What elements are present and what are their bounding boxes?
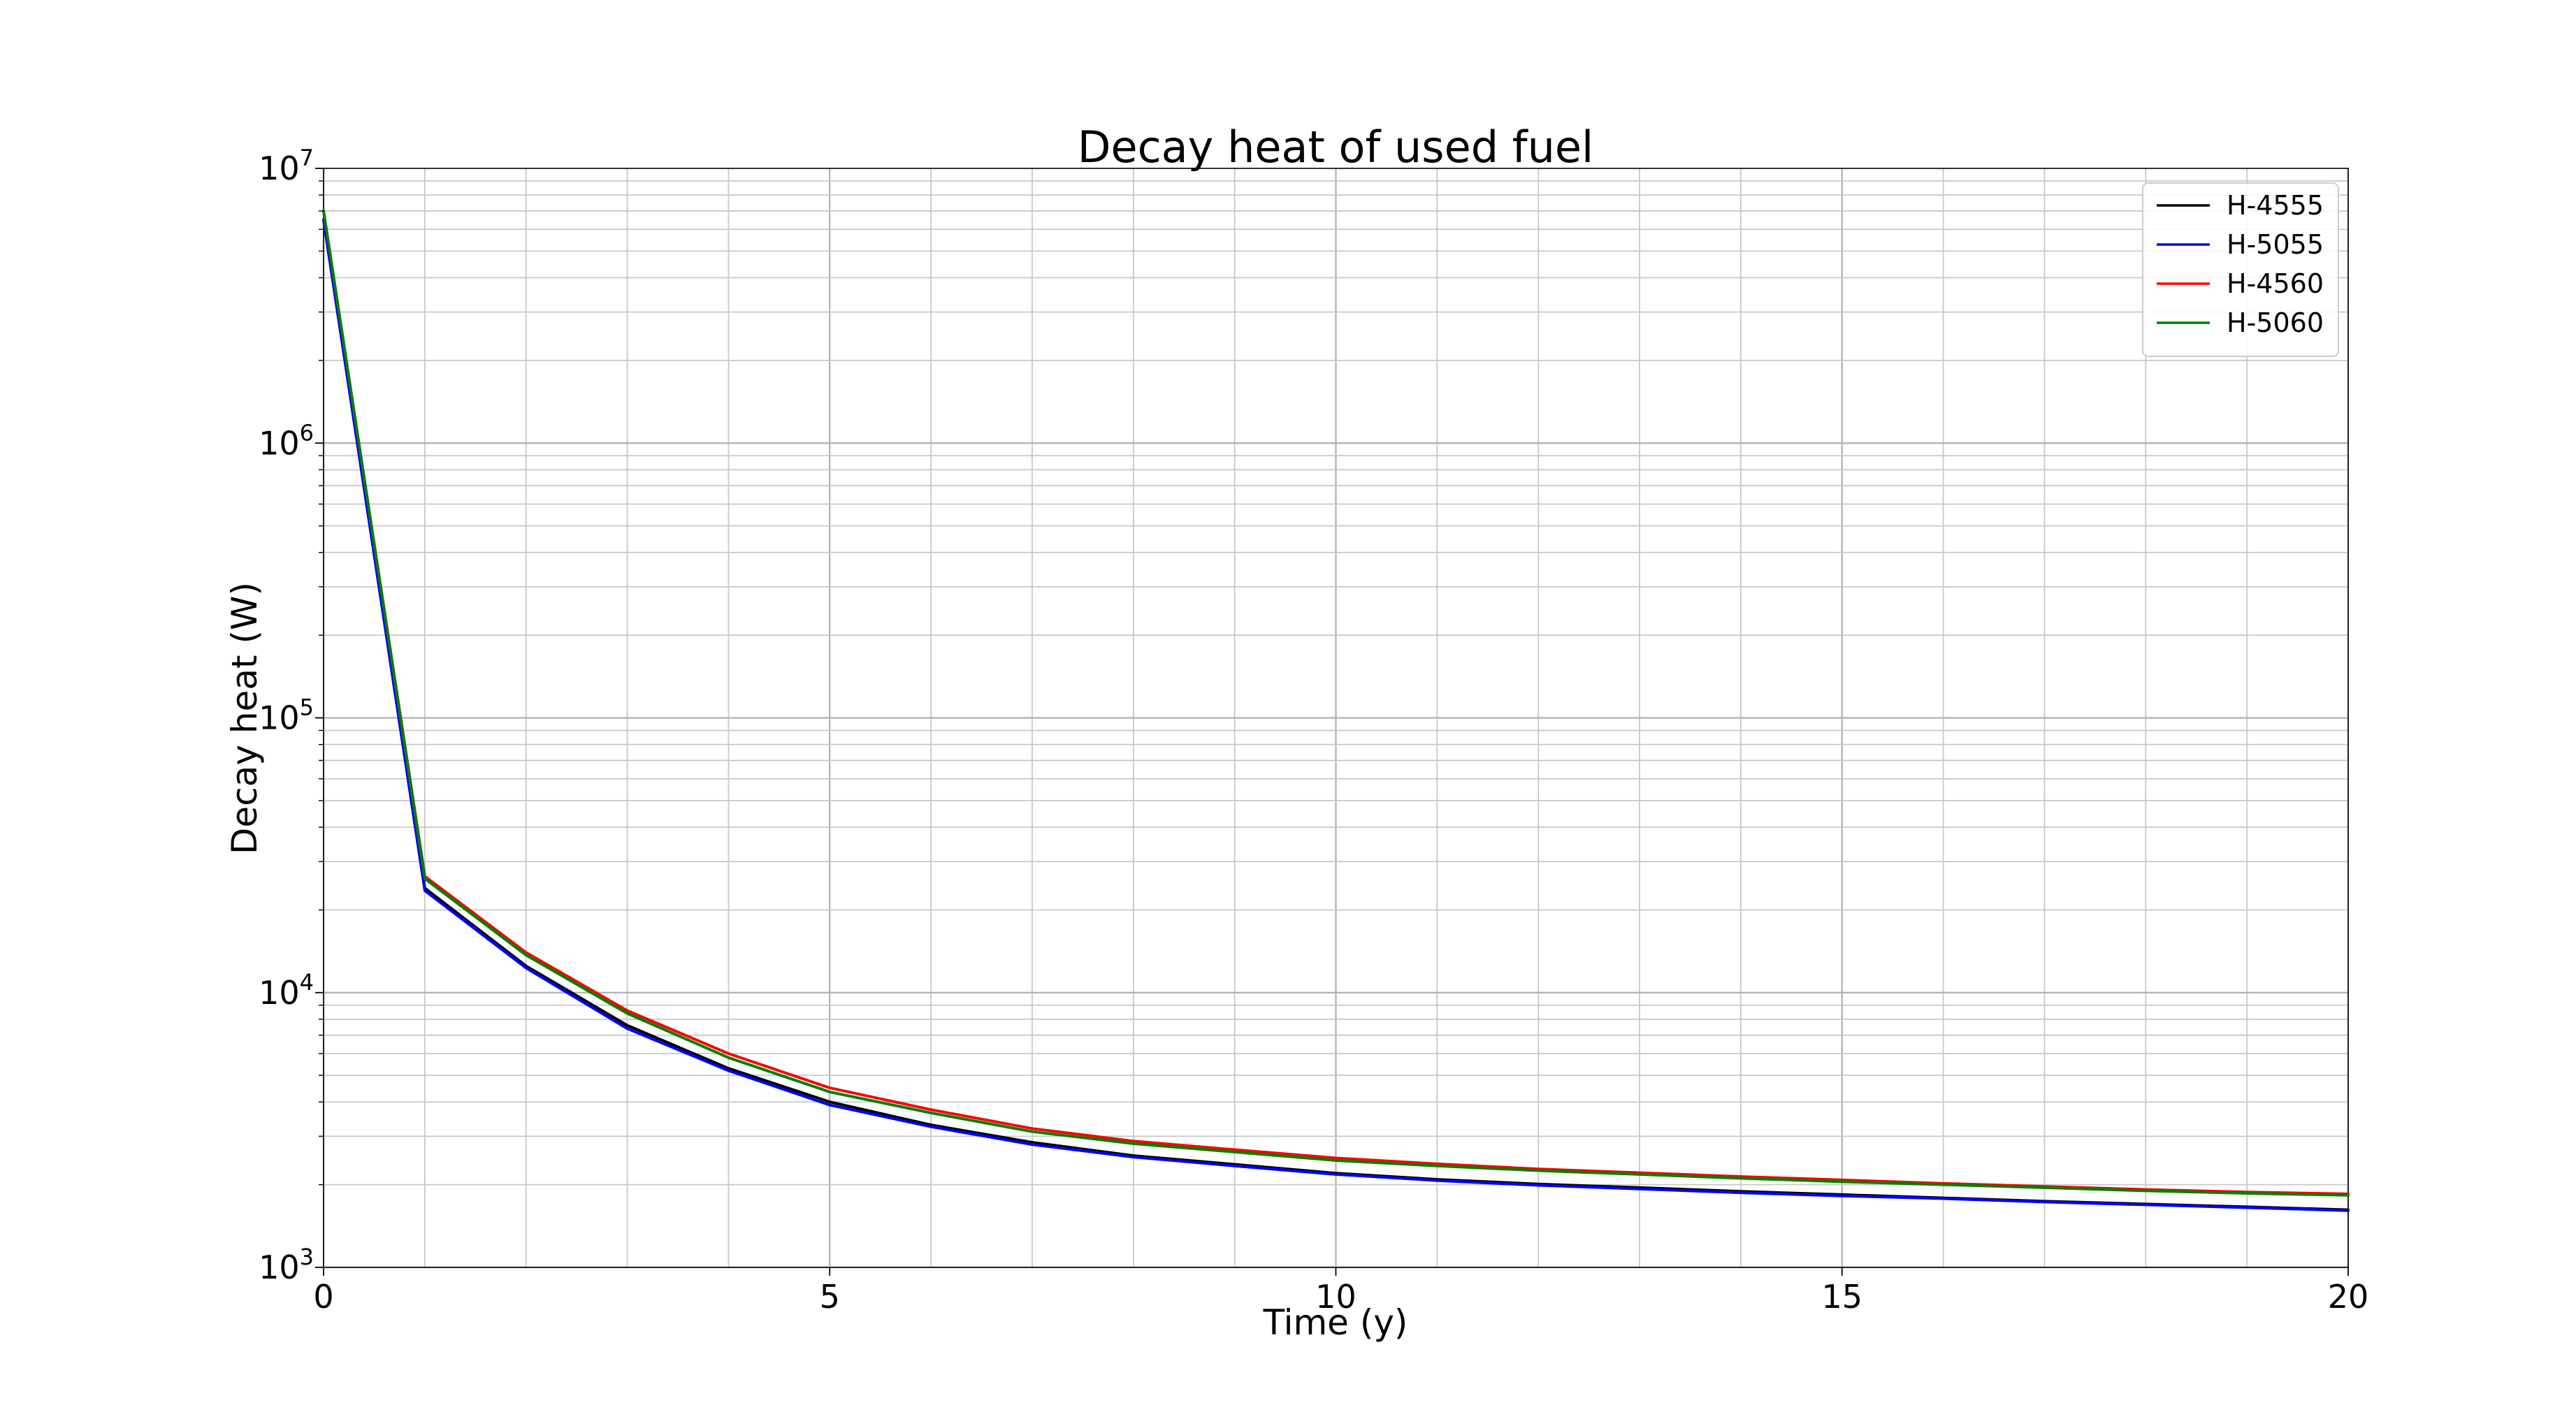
legend-label: H-5055: [2227, 229, 2324, 260]
x-tick-label: 10: [1315, 1278, 1356, 1316]
y-tick-label: 106: [259, 419, 314, 462]
legend: H-4555 H-5055 H-4560 H-5060: [2142, 182, 2339, 357]
y-tick-label: 105: [259, 694, 314, 737]
legend-label: H-5060: [2227, 307, 2324, 338]
y-tick-label: 107: [259, 145, 314, 187]
axes: 0 5 10 15 20 103 104 105 106 107: [259, 145, 2368, 1316]
y-tick-label: 103: [259, 1244, 314, 1286]
y-tick-label: 104: [259, 969, 314, 1012]
x-tick-label: 5: [820, 1278, 840, 1316]
series-line-h-5060: [322, 209, 2350, 1197]
legend-box: [2142, 182, 2339, 357]
legend-label: H-4560: [2227, 268, 2324, 299]
series-line-h-5055: [322, 218, 2350, 1212]
legend-label: H-4555: [2227, 190, 2324, 221]
x-axis-label: Time (y): [1263, 1302, 1408, 1343]
grid: [322, 168, 2350, 1269]
x-tick-label: 20: [2328, 1278, 2369, 1316]
y-axis-label: Decay heat (W): [224, 582, 265, 854]
series-lines: [322, 209, 2350, 1212]
x-tick-label: 0: [313, 1278, 333, 1316]
chart-title: Decay heat of used fuel: [1078, 122, 1594, 173]
x-tick-label: 15: [1821, 1278, 1862, 1316]
